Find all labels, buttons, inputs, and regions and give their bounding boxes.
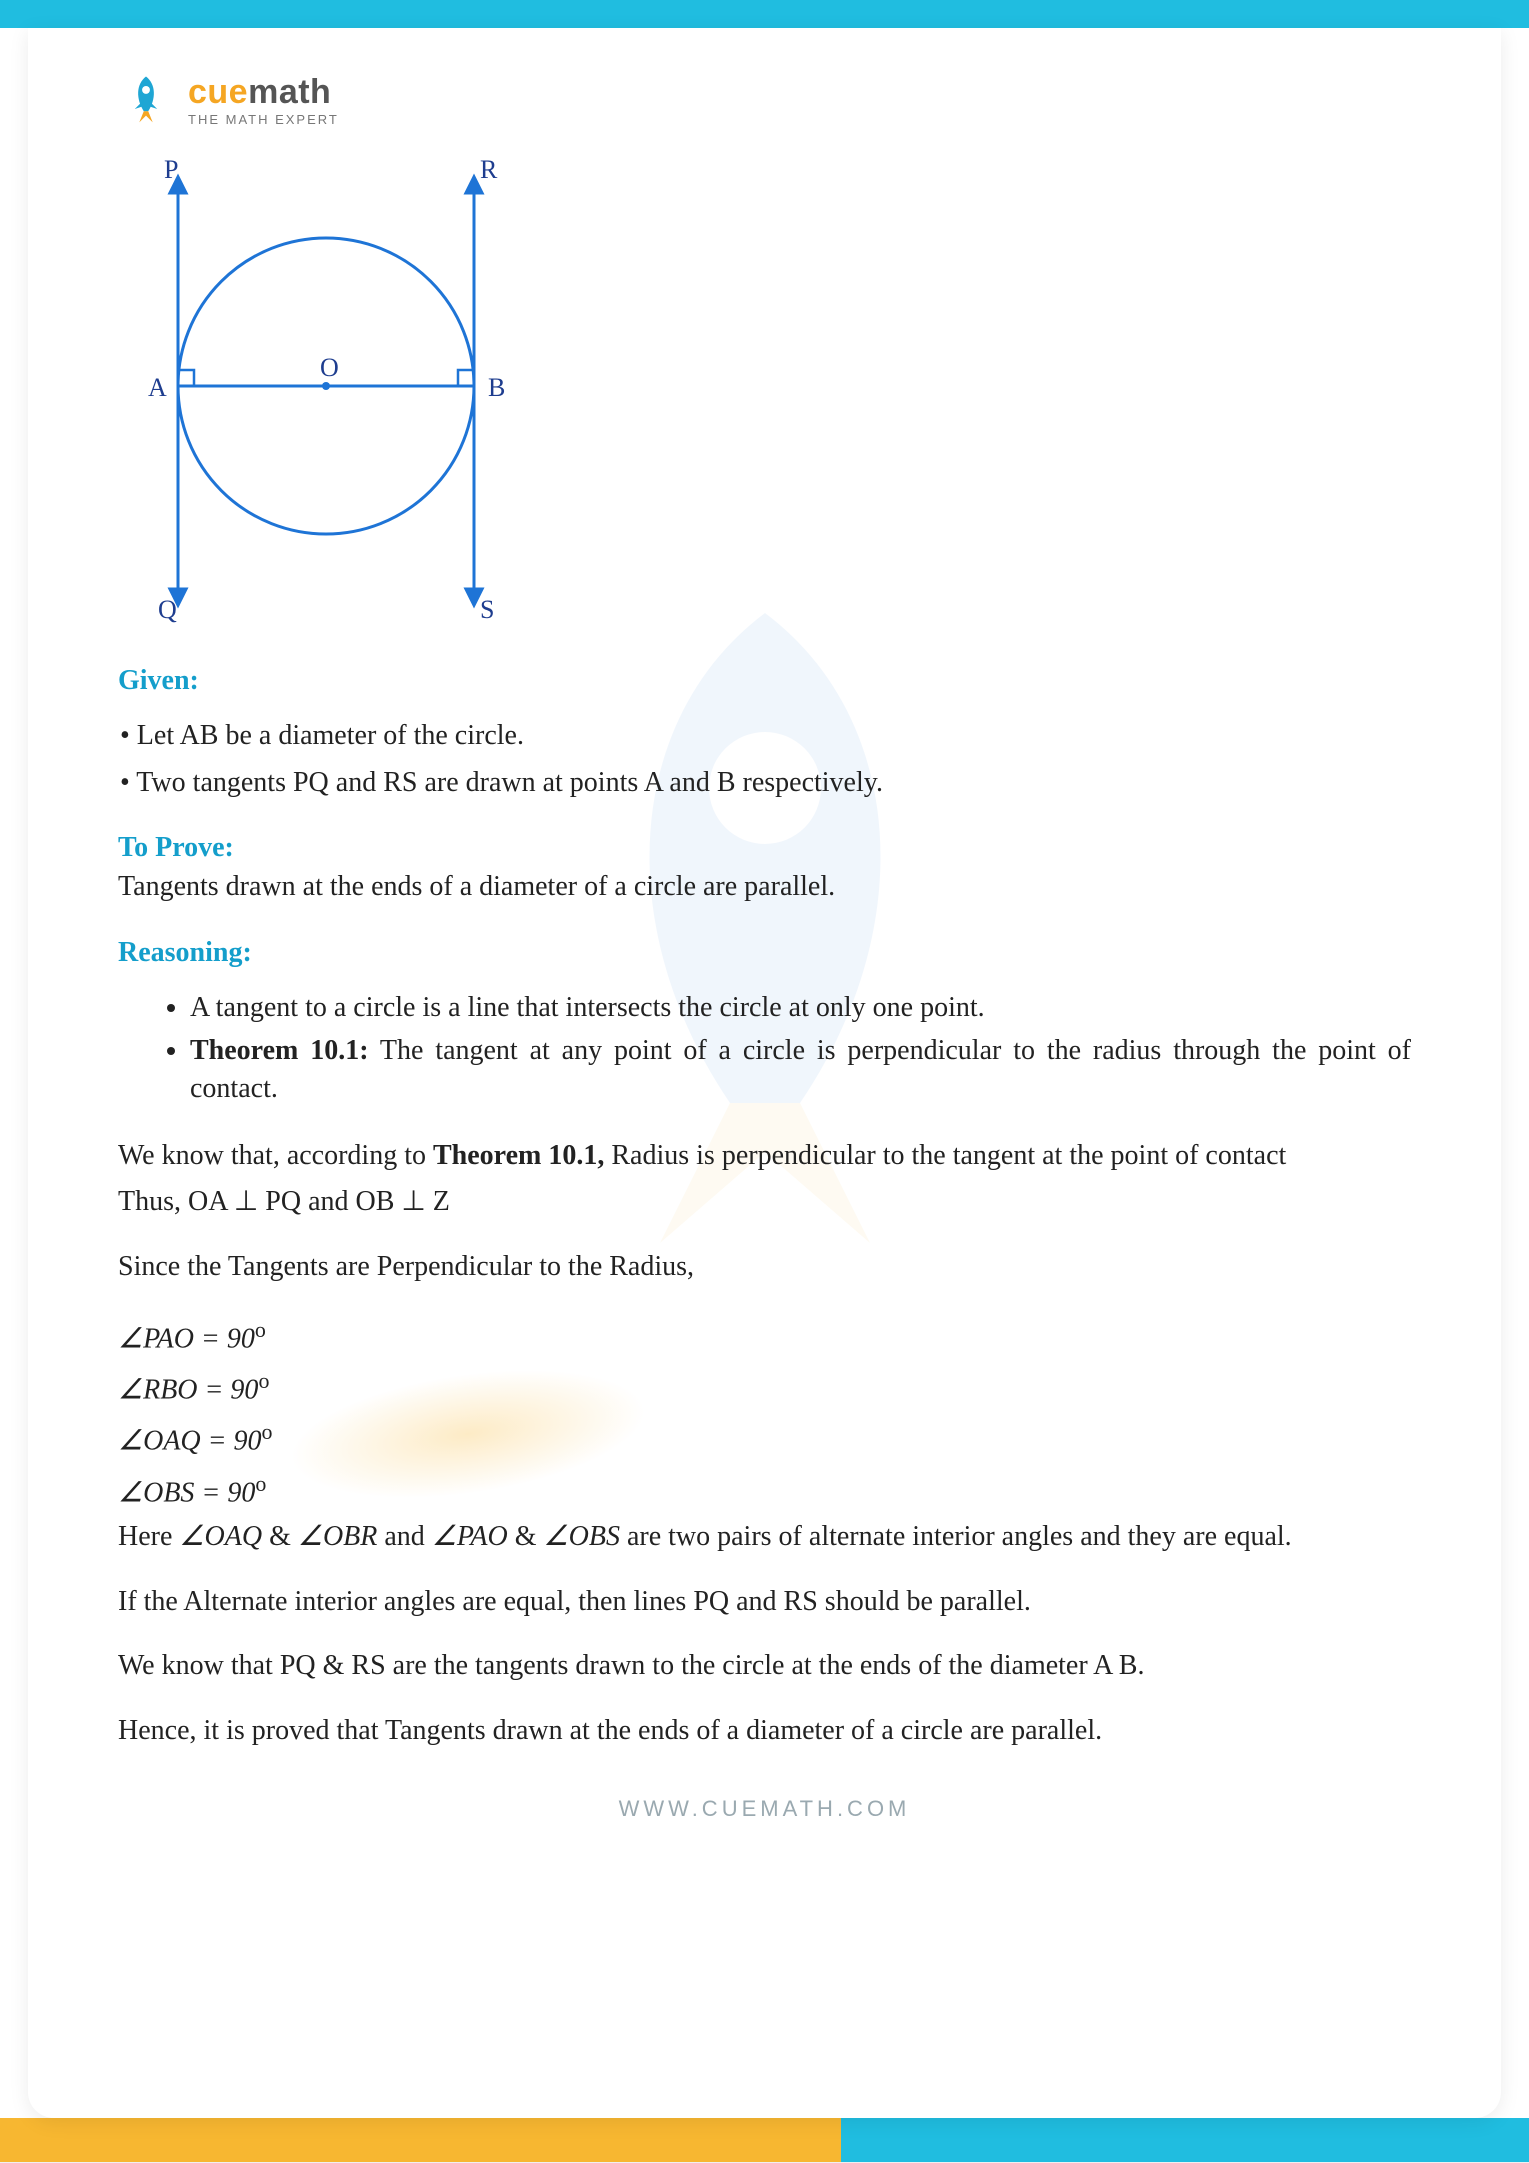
- angle-pao: ∠PAO = 90o: [118, 1313, 1411, 1360]
- footer-url: WWW.CUEMATH.COM: [118, 1796, 1411, 1822]
- brand-math: math: [248, 73, 331, 111]
- theorem-text: The tangent at any point of a circle is …: [190, 1035, 1411, 1105]
- rocket-icon: [118, 72, 174, 128]
- logo-text: cuemath THE MATH EXPERT: [188, 73, 339, 127]
- brand-name: cuemath: [188, 73, 339, 112]
- heading-given: Given:: [118, 665, 1411, 697]
- angle-rbo: ∠RBO = 90o: [118, 1364, 1411, 1411]
- theorem-label: Theorem 10.1:: [190, 1035, 369, 1066]
- given-bullet-2: • Two tangents PQ and RS are drawn at po…: [118, 764, 1411, 803]
- svg-text:Q: Q: [158, 595, 177, 624]
- para-tangents: We know that PQ & RS are the tangents dr…: [118, 1647, 1411, 1686]
- brand-cue: cue: [188, 73, 248, 111]
- para-thus: Thus, OA ⊥ PQ and OB ⊥ Z: [118, 1183, 1411, 1222]
- angle-oaq: ∠OAQ = 90o: [118, 1415, 1411, 1462]
- logo: cuemath THE MATH EXPERT: [118, 72, 1411, 128]
- reasoning-item-1: A tangent to a circle is a line that int…: [190, 989, 1411, 1028]
- svg-text:B: B: [488, 373, 505, 402]
- para-alternate: Here ∠OAQ & ∠OBR and ∠PAO & ∠OBS are two…: [118, 1518, 1411, 1557]
- svg-text:S: S: [480, 595, 494, 624]
- reasoning-item-2: Theorem 10.1: The tangent at any point o…: [190, 1032, 1411, 1109]
- document-card: cuemath THE MATH EXPERT: [28, 28, 1501, 2118]
- para-parallel: If the Alternate interior angles are equ…: [118, 1583, 1411, 1622]
- para-theorem-apply: We know that, according to Theorem 10.1,…: [118, 1137, 1411, 1176]
- bottom-accent-bar: [0, 2118, 1529, 2162]
- circle-tangent-diagram: P R A B O Q S: [118, 156, 1411, 631]
- angle-obs: ∠OBS = 90o: [118, 1467, 1411, 1514]
- reasoning-list: A tangent to a circle is a line that int…: [118, 989, 1411, 1109]
- heading-reasoning: Reasoning:: [118, 937, 1411, 969]
- para-conclusion: Hence, it is proved that Tangents drawn …: [118, 1712, 1411, 1751]
- page-frame: cuemath THE MATH EXPERT: [0, 0, 1529, 2162]
- svg-text:A: A: [148, 373, 167, 402]
- svg-text:P: P: [164, 156, 178, 184]
- heading-to-prove: To Prove:: [118, 832, 1411, 864]
- svg-text:R: R: [480, 156, 498, 184]
- given-bullet-1: • Let AB be a diameter of the circle.: [118, 717, 1411, 756]
- top-bar: [0, 0, 1529, 28]
- to-prove-text: Tangents drawn at the ends of a diameter…: [118, 868, 1411, 907]
- svg-text:O: O: [320, 353, 339, 382]
- brand-tagline: THE MATH EXPERT: [188, 112, 339, 127]
- para-perp: Since the Tangents are Perpendicular to …: [118, 1248, 1411, 1287]
